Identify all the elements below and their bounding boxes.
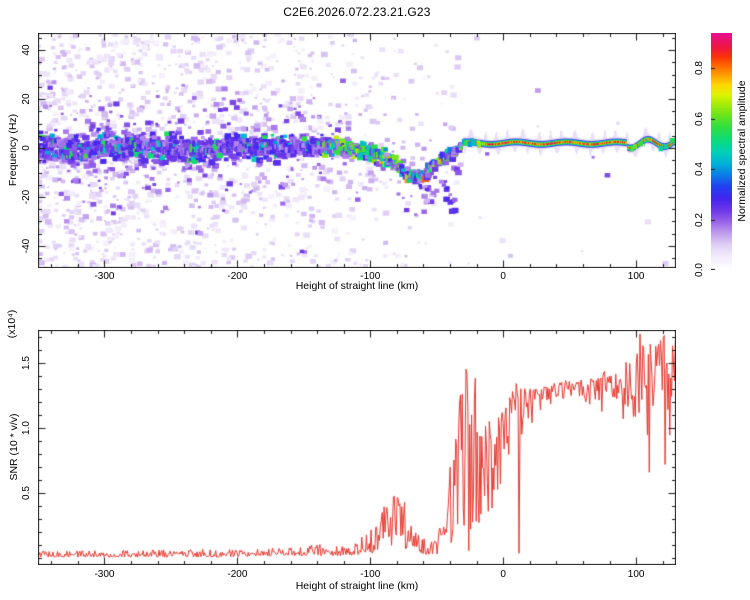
spec-x-tick-label: 100 <box>627 271 645 282</box>
snr-x-tick-label: 100 <box>627 569 645 580</box>
spec-xaxis-label: Height of straight line (km) <box>295 280 419 292</box>
snr-yaxis-label: SNR (10 * v/v) <box>7 413 20 481</box>
spec-yaxis-label: Frequency (Hz) <box>6 113 19 187</box>
spec-y-tick-label: 40 <box>21 44 32 56</box>
spec-x-tick-label: -200 <box>227 271 248 282</box>
colorbar-tick-label: 0.0 <box>694 263 705 277</box>
snr-y-tick-label: 1.0 <box>21 420 32 435</box>
spec-x-tick-label: 0 <box>500 271 506 282</box>
snr-y-tick-label: 1.5 <box>21 355 32 370</box>
spec-y-tick-label: 0 <box>21 145 32 151</box>
snr-yaxis-scale-note: (x10⁴) <box>5 309 18 339</box>
snr-x-tick-label: 0 <box>500 569 506 580</box>
spec-y-tick-label: 20 <box>21 93 32 105</box>
snr-x-tick-label: -200 <box>227 569 248 580</box>
snr-x-tick-label: -300 <box>94 569 115 580</box>
colorbar-tick-label: 0.2 <box>694 212 705 227</box>
snr-xaxis-label: Height of straight line (km) <box>295 580 419 592</box>
colorbar-tick-label: 0.4 <box>694 162 705 177</box>
colorbar-label: Normalized spectral amplitude <box>735 80 748 222</box>
snr-y-tick-label: 0.5 <box>21 486 32 501</box>
colorbar <box>711 33 732 270</box>
colorbar-tick-label: 0.8 <box>694 61 705 76</box>
spec-y-tick-label: -40 <box>21 238 32 254</box>
snr-x-tick-label: -100 <box>360 569 381 580</box>
snr-plot <box>38 330 676 565</box>
colorbar-tick-label: 0.6 <box>694 111 705 126</box>
spectrogram-plot <box>38 33 676 268</box>
spec-y-tick-label: -20 <box>21 189 32 205</box>
plot-title: C2E6.2026.072.23.21.G23 <box>283 5 431 19</box>
spec-x-tick-label: -100 <box>360 271 381 282</box>
spec-x-tick-label: -300 <box>94 271 115 282</box>
